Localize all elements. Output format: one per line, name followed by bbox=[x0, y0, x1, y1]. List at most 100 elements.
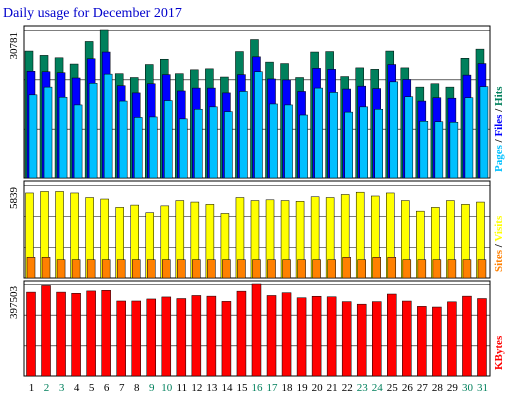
bar-kbytes-day-9 bbox=[146, 298, 157, 377]
day-label-12: 12 bbox=[191, 382, 202, 394]
day-label-21: 21 bbox=[327, 382, 338, 394]
bar-sites-day-31 bbox=[477, 259, 487, 279]
bar-pages-day-25 bbox=[389, 81, 399, 179]
bar-kbytes-day-29 bbox=[447, 301, 457, 377]
day-label-3: 3 bbox=[59, 382, 65, 394]
bar-kbytes-day-15 bbox=[236, 290, 247, 377]
bar-kbytes-day-22 bbox=[341, 301, 352, 377]
legend-top: Pages / Files / Hits bbox=[493, 86, 505, 172]
bar-pages-day-21 bbox=[329, 92, 338, 179]
bar-sites-day-15 bbox=[237, 259, 246, 279]
bar-sites-day-3 bbox=[56, 259, 66, 279]
bar-sites-day-19 bbox=[297, 259, 306, 279]
day-label-5: 5 bbox=[89, 382, 95, 394]
legend-middle: Sites / Visits bbox=[493, 215, 505, 272]
bar-sites-day-8 bbox=[131, 259, 141, 279]
day-label-31: 31 bbox=[477, 382, 488, 394]
chart-panels: 30781 Pages / Files / Hits 5839 Sites / Vis… bbox=[8, 25, 505, 377]
bar-sites-day-5 bbox=[86, 259, 96, 279]
bar-kbytes-day-2 bbox=[41, 285, 51, 377]
bar-pages-day-18 bbox=[284, 104, 293, 179]
bar-sites-day-18 bbox=[282, 259, 291, 279]
y-tick-label: 30781 bbox=[8, 32, 20, 60]
bar-kbytes-day-19 bbox=[296, 297, 307, 377]
day-axis-labels: 1 2 3 4 5 6 7 8 9 10 11 12 13 14 15 16 17 18 19 20 21 22 23 24 2… bbox=[29, 382, 488, 394]
bar-sites-day-7 bbox=[116, 259, 126, 279]
bar-sites-day-12 bbox=[192, 259, 201, 279]
bar-kbytes-day-26 bbox=[402, 300, 412, 377]
bar-pages-day-7 bbox=[118, 100, 128, 179]
bar-sites-day-11 bbox=[177, 259, 186, 279]
day-label-17: 17 bbox=[267, 382, 279, 394]
bar-kbytes-day-8 bbox=[131, 300, 141, 377]
bar-kbytes-day-30 bbox=[462, 295, 472, 377]
bar-pages-day-6 bbox=[103, 73, 113, 179]
bar-pages-day-22 bbox=[344, 111, 353, 179]
day-label-22: 22 bbox=[342, 382, 353, 394]
day-label-13: 13 bbox=[206, 382, 218, 394]
bar-sites-day-20 bbox=[312, 259, 321, 279]
panel-bottom: 397503 KBytes bbox=[8, 280, 505, 377]
legend-bottom: KBytes bbox=[493, 335, 505, 370]
bar-sites-day-14 bbox=[222, 259, 231, 279]
bar-sites-day-26 bbox=[402, 259, 412, 279]
day-label-29: 29 bbox=[447, 382, 459, 394]
bar-kbytes-day-1 bbox=[26, 291, 36, 377]
bar-pages-day-17 bbox=[269, 103, 278, 179]
bar-sites-day-10 bbox=[162, 259, 171, 279]
legend-item-sites: Sites bbox=[493, 249, 505, 272]
bar-kbytes-day-13 bbox=[206, 295, 217, 377]
bar-kbytes-day-31 bbox=[477, 298, 487, 377]
bar-kbytes-day-28 bbox=[432, 306, 442, 377]
bar-kbytes-day-23 bbox=[356, 303, 367, 377]
day-label-10: 10 bbox=[161, 382, 173, 394]
day-label-8: 8 bbox=[134, 382, 140, 394]
bar-pages-day-1 bbox=[28, 94, 38, 179]
bar-pages-day-19 bbox=[299, 114, 308, 179]
bar-sites-day-25 bbox=[387, 257, 397, 279]
bar-pages-day-29 bbox=[449, 121, 459, 179]
day-label-30: 30 bbox=[462, 382, 474, 394]
bar-sites-day-30 bbox=[462, 259, 472, 279]
day-label-20: 20 bbox=[312, 382, 324, 394]
bar-kbytes-day-10 bbox=[161, 296, 172, 377]
bar-kbytes-day-4 bbox=[71, 293, 81, 377]
day-label-4: 4 bbox=[74, 382, 80, 394]
bar-pages-day-20 bbox=[314, 87, 323, 179]
panel-middle: 5839 Sites / Visits bbox=[8, 180, 505, 279]
legend-separator: / bbox=[493, 242, 505, 250]
bar-sites-day-21 bbox=[327, 259, 336, 279]
bar-pages-day-28 bbox=[434, 121, 444, 179]
legend-item-visits: Visits bbox=[493, 215, 505, 242]
bar-pages-day-27 bbox=[419, 121, 429, 179]
bar-sites-day-24 bbox=[372, 257, 381, 279]
bar-pages-day-23 bbox=[359, 106, 368, 179]
day-label-6: 6 bbox=[104, 382, 110, 394]
panel-top: 30781 Pages / Files / Hits bbox=[8, 25, 505, 179]
y-tick-label: 397503 bbox=[8, 286, 20, 320]
bar-kbytes-day-5 bbox=[86, 290, 96, 377]
bar-kbytes-day-7 bbox=[116, 300, 126, 377]
bar-kbytes-day-14 bbox=[221, 301, 232, 377]
legend-separator: / bbox=[493, 137, 505, 146]
bar-pages-day-12 bbox=[194, 108, 203, 179]
bar-sites-day-13 bbox=[207, 259, 216, 279]
bar-pages-day-10 bbox=[164, 100, 173, 179]
day-label-26: 26 bbox=[402, 382, 414, 394]
day-label-27: 27 bbox=[417, 382, 429, 394]
bar-kbytes-day-27 bbox=[417, 306, 427, 377]
day-label-19: 19 bbox=[297, 382, 309, 394]
bar-kbytes-day-24 bbox=[371, 301, 382, 377]
bar-pages-day-3 bbox=[58, 96, 68, 179]
bar-sites-day-23 bbox=[357, 259, 366, 279]
day-label-9: 9 bbox=[149, 382, 155, 394]
bar-pages-day-30 bbox=[464, 97, 474, 179]
bar-kbytes-day-18 bbox=[281, 292, 292, 377]
bar-pages-day-14 bbox=[224, 111, 233, 179]
legend-item-files: Files bbox=[493, 114, 505, 137]
bar-sites-day-17 bbox=[267, 259, 276, 279]
bar-sites-day-22 bbox=[342, 257, 351, 279]
bar-sites-day-6 bbox=[101, 259, 111, 279]
day-label-14: 14 bbox=[221, 382, 233, 394]
